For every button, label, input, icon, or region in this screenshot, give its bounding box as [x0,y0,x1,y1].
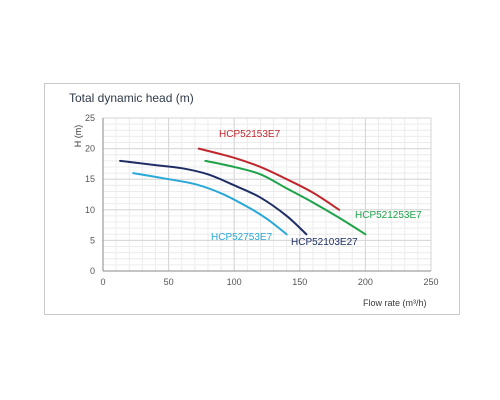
y-tick-label: 10 [85,205,95,215]
series-line-4 [132,172,288,236]
y-tick-label: 20 [85,144,95,154]
series-label-3: HCP52103E27 [291,237,358,248]
x-axis-label: Flow rate (m³/h) [363,298,427,308]
x-tick-label: 200 [358,277,373,287]
x-tick-label: 50 [164,277,174,287]
y-tick-label: 25 [85,113,95,123]
series-lines [119,147,367,236]
series-label-4: HCP52753E7 [211,232,273,243]
x-tick-label: 250 [423,277,438,287]
y-tick-label: 0 [90,266,95,276]
series-line-1 [197,147,341,211]
grid [102,117,432,272]
x-tick-label: 0 [100,277,105,287]
chart-frame: 0 50 100 150 200 250 0 5 10 15 20 25 HCP52153E7 HCP5… [44,83,460,315]
axes: 0 50 100 150 200 250 0 5 10 15 20 25 [85,113,439,287]
chart-title: Total dynamic head (m) [69,91,194,105]
series-line-2 [204,159,367,236]
series-line-3 [119,159,308,236]
series-label-2: HCP521253E7 [355,210,422,221]
series-label-1: HCP52153E7 [219,129,281,140]
y-tick-label: 5 [90,235,95,245]
x-tick-label: 150 [292,277,307,287]
y-tick-label: 15 [85,174,95,184]
y-axis-label: H (m) [73,125,83,148]
x-tick-label: 100 [227,277,242,287]
series-labels: HCP52153E7 HCP521253E7 HCP52103E27 HCP52753… [211,129,422,248]
